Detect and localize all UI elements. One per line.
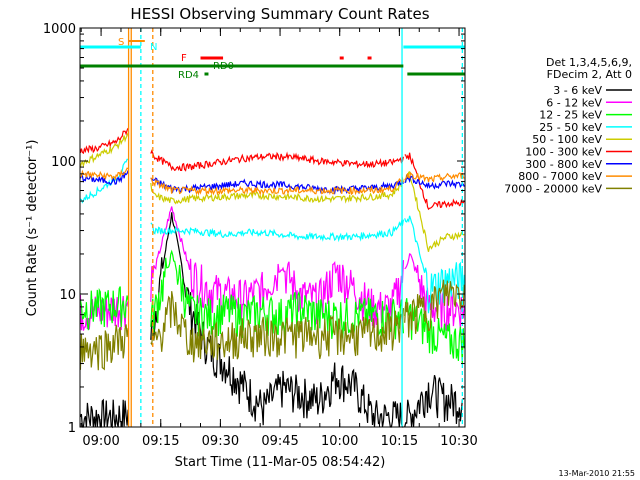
flag-label: RD0 (213, 61, 234, 72)
legend-header-line-1: Det 1,3,4,5,6,9, (546, 56, 632, 69)
series-layer (79, 127, 465, 429)
series-trace (404, 279, 465, 338)
series-trace (404, 152, 465, 211)
y-tick-label: 1 (68, 421, 76, 436)
series-100-300-keV-kev (79, 127, 465, 211)
series-trace (404, 174, 465, 190)
legend-label: 100 - 300 keV (525, 146, 602, 159)
series-trace (79, 324, 129, 371)
series-trace (150, 206, 404, 328)
y-tick-label: 10 (59, 288, 76, 303)
series-7000-20000-keV-kev (79, 279, 465, 371)
flag-label: F (181, 53, 187, 64)
time-marker-lines (127, 28, 463, 427)
x-tick-label: 09:15 (142, 434, 179, 449)
legend-label: 300 - 800 keV (525, 158, 602, 171)
x-axis-label: Start Time (11-Mar-05 08:54:42) (175, 455, 386, 470)
x-tick-label: 10:30 (440, 434, 477, 449)
legend-label: 7000 - 20000 keV (504, 182, 602, 195)
series-trace (79, 170, 129, 186)
series-trace (150, 149, 404, 172)
legend-label: 800 - 7000 keV (518, 170, 602, 183)
series-trace (150, 212, 404, 428)
timestamp: 13-Mar-2010 21:55 (559, 469, 636, 478)
series-trace (150, 177, 404, 195)
series-trace (150, 291, 404, 363)
legend-label: 6 - 12 keV (546, 96, 602, 109)
series-trace (404, 171, 465, 252)
x-tick-label: 09:00 (82, 434, 119, 449)
plot-frame (79, 27, 466, 428)
flag-label: RD4 (178, 70, 199, 81)
series-trace (150, 175, 404, 197)
series-trace (79, 127, 129, 155)
legend-header-line-2: FDecim 2, Att 0 (547, 68, 632, 81)
chart-title: HESSI Observing Summary Count Rates (130, 5, 429, 23)
legend-label: 12 - 25 keV (539, 109, 602, 122)
legend-label: 3 - 6 keV (553, 84, 602, 97)
x-tick-label: 10:00 (321, 434, 358, 449)
series-800-7000-keV-kev (80, 167, 465, 197)
legend-label: 25 - 50 keV (539, 121, 602, 134)
flag-label: N (150, 42, 157, 53)
series-trace (150, 249, 404, 340)
series-trace (150, 219, 404, 243)
y-tick-label: 1000 (43, 22, 76, 37)
series-300-800-keV-kev (79, 170, 465, 195)
flag-bars: S N F RD0 RD4 (80, 37, 465, 81)
series-trace (404, 215, 465, 314)
axes: 09:00 09:15 09:30 09:45 10:00 10:15 10:30 1 10 10… (43, 22, 478, 449)
x-tick-label: 09:45 (261, 434, 298, 449)
y-axis-label: Count Rate (s⁻¹ detector⁻¹) (25, 140, 40, 317)
legend-label: 50 - 100 keV (532, 133, 602, 146)
series-trace (404, 171, 465, 183)
series-trace (79, 286, 129, 331)
x-tick-label: 09:30 (202, 434, 239, 449)
x-tick-label: 10:15 (381, 434, 418, 449)
series-trace (404, 253, 465, 331)
series-trace (150, 179, 404, 205)
flag-label: S (118, 37, 124, 48)
series-trace (80, 167, 129, 181)
y-tick-label: 100 (51, 155, 76, 170)
series-trace (404, 375, 465, 428)
